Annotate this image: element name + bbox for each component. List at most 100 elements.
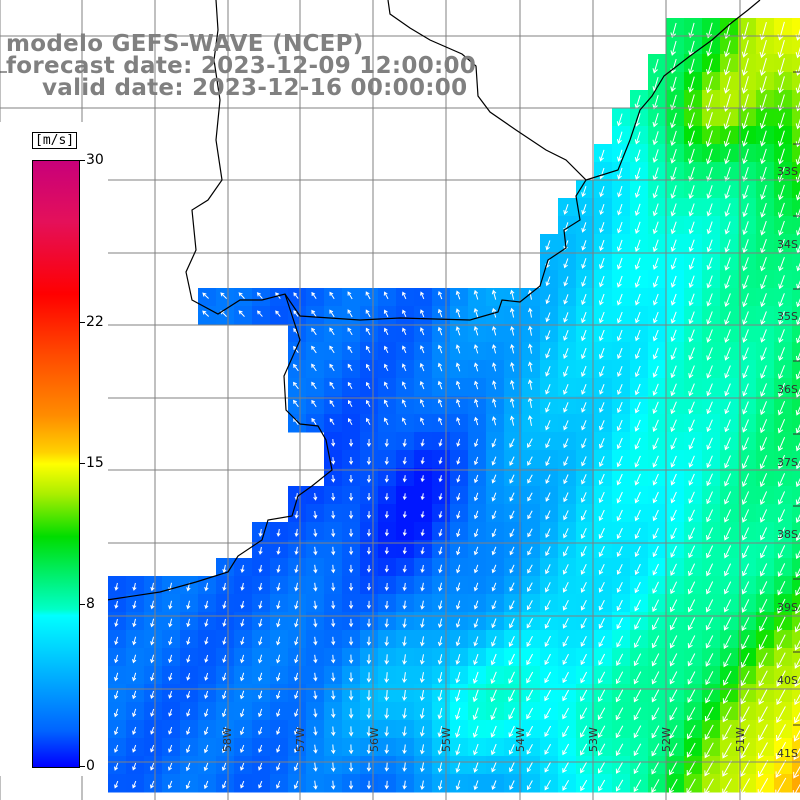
wind-arrow (778, 220, 785, 236)
wind-arrow (545, 366, 551, 377)
wind-arrow (545, 384, 551, 395)
wind-arrow (420, 780, 425, 791)
wind-arrow (724, 419, 731, 433)
wind-arrow (616, 527, 623, 540)
wind-arrow (168, 600, 173, 610)
wind-arrow (402, 291, 407, 300)
wind-cell (792, 216, 800, 235)
wind-arrow (652, 293, 659, 306)
wind-arrow (688, 203, 695, 217)
longitude-label: 54W (514, 727, 527, 752)
wind-arrow (294, 618, 299, 628)
wind-arrow (508, 653, 515, 666)
wind-arrow (331, 510, 336, 520)
wind-arrow (491, 325, 497, 336)
wind-arrow (563, 312, 569, 323)
wind-arrow (402, 690, 407, 702)
wind-arrow (384, 672, 390, 684)
wind-arrow (527, 546, 533, 556)
wind-arrow (563, 330, 569, 341)
wind-arrow (473, 492, 479, 502)
wind-arrow (258, 582, 263, 591)
wind-arrow (491, 780, 497, 790)
wind-arrow (384, 547, 389, 555)
wind-arrow (599, 239, 605, 252)
wind-arrow (760, 166, 767, 183)
wind-arrow (527, 438, 533, 448)
wind-arrow (777, 148, 785, 165)
wind-arrow (616, 293, 623, 306)
wind-arrow (563, 510, 569, 521)
wind-arrow (258, 564, 263, 573)
wind-arrow (651, 761, 660, 775)
wind-arrow (491, 600, 497, 610)
wind-arrow (222, 636, 227, 645)
wind-arrow (742, 257, 749, 272)
wind-arrow (420, 417, 425, 426)
wind-arrow (347, 381, 353, 389)
wind-arrow (742, 329, 749, 343)
wind-arrow (580, 671, 588, 684)
wind-arrow (490, 671, 497, 685)
wind-arrow (775, 742, 787, 760)
wind-arrow (724, 491, 732, 505)
wind-arrow (150, 726, 155, 735)
wind-arrow (168, 762, 173, 771)
wind-arrow (168, 618, 173, 628)
wind-arrow (706, 221, 713, 235)
wind-arrow (294, 564, 299, 574)
wind-arrow (186, 672, 191, 681)
wind-arrow (615, 725, 624, 739)
wind-arrow (670, 275, 677, 288)
title-valid-date: valid date: 2023-12-16 00:00:00 (42, 75, 468, 101)
wind-arrow (329, 309, 335, 318)
wind-arrow (258, 762, 263, 771)
wind-cell (792, 612, 800, 631)
wind-arrow (293, 381, 299, 390)
wind-arrow (759, 455, 768, 470)
wind-arrow (581, 311, 587, 324)
wind-arrow (722, 778, 732, 795)
wind-arrow (705, 671, 714, 686)
wind-arrow (185, 744, 191, 754)
wind-arrow (615, 671, 624, 685)
wind-arrow (509, 582, 515, 592)
longitude-label: 56W (368, 727, 381, 752)
wind-arrow (437, 707, 443, 720)
wind-arrow (150, 618, 155, 628)
wind-arrow (258, 780, 263, 789)
wind-arrow (473, 600, 479, 610)
wind-arrow (688, 365, 695, 379)
wind-arrow (473, 510, 479, 520)
wind-arrow (759, 39, 767, 59)
wind-arrow (114, 600, 119, 609)
wind-arrow (724, 329, 731, 343)
wind-arrow (795, 603, 800, 615)
wind-cell (792, 558, 800, 577)
wind-arrow (580, 509, 587, 521)
wind-arrow (455, 780, 461, 791)
wind-arrow (545, 546, 551, 557)
wind-arrow (204, 672, 209, 681)
wind-arrow (132, 600, 137, 610)
wind-arrow (616, 437, 623, 450)
wind-arrow (652, 455, 659, 468)
wind-arrow (313, 564, 318, 574)
wind-arrow (741, 634, 750, 650)
wind-arrow (114, 690, 119, 700)
wind-arrow (776, 634, 786, 651)
wind-arrow (132, 690, 137, 700)
wind-arrow (438, 493, 443, 501)
wind-arrow (724, 311, 731, 326)
wind-arrow (186, 690, 191, 699)
wind-arrow (669, 635, 678, 649)
wind-arrow (652, 203, 659, 217)
wind-arrow (706, 383, 713, 397)
wind-arrow (793, 747, 800, 761)
wind-arrow (313, 600, 318, 610)
wind-arrow (348, 708, 354, 719)
wind-arrow (545, 492, 551, 502)
wind-arrow (384, 363, 389, 372)
wind-arrow (168, 654, 173, 664)
wind-arrow (688, 563, 696, 577)
